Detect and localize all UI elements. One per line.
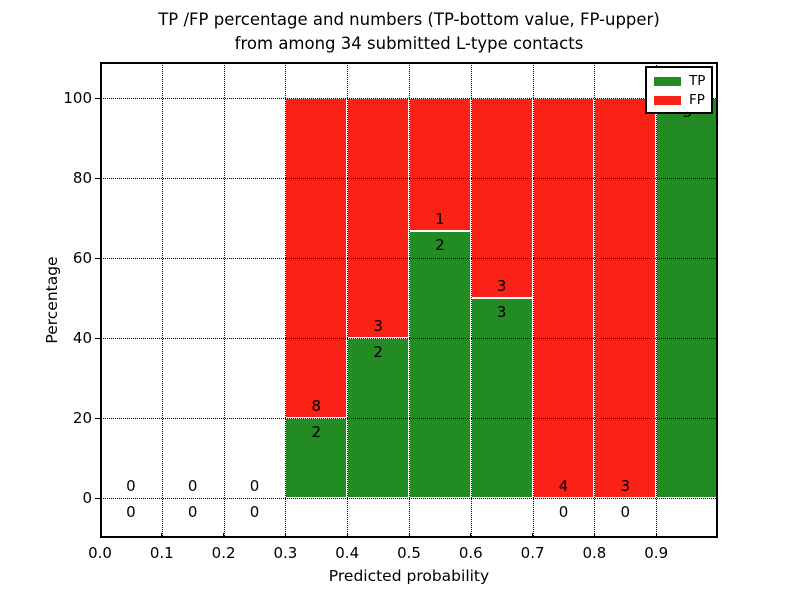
gridline-horizontal [100, 418, 718, 419]
gridline-horizontal [100, 258, 718, 259]
tp-bar [470, 298, 533, 498]
x-tick-mark [655, 533, 657, 538]
y-tick-label: 60 [72, 249, 92, 267]
y-tick-mark [95, 338, 100, 339]
fp-bar [532, 98, 595, 498]
x-tick-mark [161, 533, 163, 538]
chart-title-line-2: from among 34 submitted L-type contacts [234, 34, 584, 53]
x-tick-label: 0.6 [458, 544, 483, 562]
tp-count-label: 0 [187, 503, 198, 521]
tp-color-swatch [654, 77, 681, 86]
fp-count-label: 3 [373, 317, 383, 335]
x-tick-mark [593, 533, 595, 538]
y-tick-mark [95, 418, 100, 419]
gridline-horizontal [100, 98, 718, 99]
tp-count-label: 2 [311, 423, 322, 441]
tp-count-label: 3 [496, 303, 507, 321]
gridline-horizontal [100, 178, 718, 179]
gridline-horizontal [100, 338, 718, 339]
fp-count-label: 8 [311, 397, 322, 415]
tp-count-label: 2 [435, 236, 445, 255]
tp-count-label: 0 [558, 503, 569, 521]
x-tick-mark [532, 533, 534, 538]
x-tick-mark [99, 533, 101, 538]
legend-entry-tp: TP [654, 72, 711, 91]
y-tick-mark [95, 498, 100, 499]
x-tick-mark [408, 533, 410, 538]
fp-count-label: 1 [435, 210, 445, 229]
legend-entry-fp: FP [654, 91, 711, 110]
y-tick-label: 20 [72, 409, 92, 427]
y-tick-mark [95, 178, 100, 179]
tp-count-label: 0 [126, 503, 136, 521]
fp-count-label: 3 [496, 277, 507, 295]
x-tick-mark [346, 533, 348, 538]
x-tick-label: 0.9 [644, 544, 669, 562]
x-tick-mark [284, 533, 286, 538]
fp-count-label: 0 [126, 477, 136, 495]
legend-label-tp: TP [689, 72, 706, 89]
gridline-vertical [594, 62, 596, 538]
x-tick-label: 0.5 [397, 544, 421, 562]
x-tick-mark [223, 533, 225, 538]
y-tick-label: 100 [63, 89, 92, 107]
tp-bar [656, 98, 718, 498]
fp-bar [594, 98, 657, 498]
x-tick-mark [470, 533, 472, 538]
gridline-vertical [470, 62, 472, 538]
y-tick-mark [95, 98, 100, 99]
tp-bar [409, 231, 471, 498]
gridline-vertical [347, 62, 349, 538]
y-tick-mark [95, 258, 100, 259]
fp-bar [470, 98, 533, 298]
gridline-vertical [161, 62, 163, 538]
tp-count-label: 0 [249, 503, 260, 521]
gridline-vertical [100, 62, 101, 538]
gridline-vertical [223, 62, 225, 538]
y-tick-label: 40 [72, 329, 92, 347]
x-axis-label: Predicted probability [328, 567, 490, 585]
x-tick-label: 0.1 [149, 544, 174, 562]
gridline-vertical [285, 62, 287, 538]
gridline-vertical [532, 62, 534, 538]
fp-count-label: 0 [187, 477, 198, 495]
x-tick-label: 0.4 [335, 544, 360, 562]
y-tick-label: 0 [82, 489, 92, 507]
x-tick-label: 0.0 [88, 544, 112, 562]
x-tick-label: 0.3 [273, 544, 298, 562]
fp-count-label: 4 [558, 477, 569, 495]
gridline-vertical [409, 62, 410, 538]
tp-count-label: 2 [373, 343, 383, 361]
fp-bar [347, 98, 409, 338]
fp-color-swatch [654, 96, 681, 105]
gridline-vertical [656, 62, 658, 538]
legend-label-fp: FP [689, 91, 705, 108]
tp-count-label: 0 [620, 503, 631, 521]
plot-area: TP FP 00000082321233403003 [99, 62, 718, 538]
legend: TP FP [645, 66, 713, 114]
x-tick-label: 0.2 [211, 544, 236, 562]
x-tick-label: 0.7 [520, 544, 545, 562]
gridline-horizontal [100, 498, 718, 499]
fp-count-label: 0 [249, 477, 260, 495]
chart-title: TP /FP percentage and numbers (TP-bottom… [100, 8, 718, 56]
fp-count-label: 3 [620, 477, 631, 495]
x-tick-label: 0.8 [582, 544, 607, 562]
y-tick-label: 80 [72, 169, 92, 187]
chart-title-line-1: TP /FP percentage and numbers (TP-bottom… [158, 10, 660, 29]
